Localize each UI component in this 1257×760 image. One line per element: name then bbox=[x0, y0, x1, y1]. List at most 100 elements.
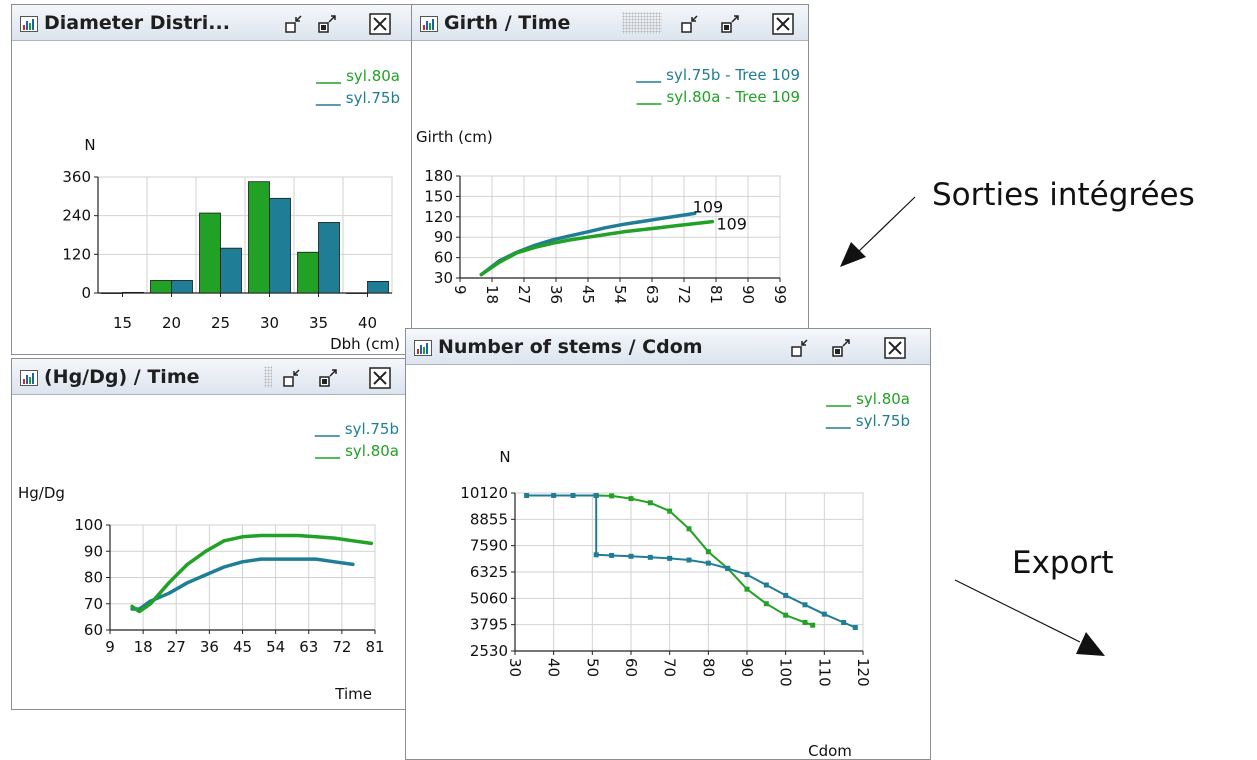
data-point bbox=[852, 624, 858, 630]
data-point bbox=[841, 619, 847, 625]
y-axis-label: Hg/Dg bbox=[18, 484, 65, 502]
hgdg-chart: syl.75b syl.80a Hg/Dg 60 70 80 90 100 9 18 27 36 45 5… bbox=[18, 420, 399, 703]
drag-grip[interactable] bbox=[622, 12, 662, 34]
close-icon[interactable] bbox=[369, 367, 391, 389]
x-axis-label: Cdom bbox=[808, 742, 852, 760]
drag-grip[interactable] bbox=[264, 366, 272, 388]
data-point bbox=[609, 493, 615, 499]
y-tick-label: 30 bbox=[434, 269, 453, 287]
data-point bbox=[647, 500, 653, 506]
data-point bbox=[802, 602, 808, 608]
y-tick-label: 60 bbox=[84, 621, 103, 639]
data-point bbox=[810, 622, 816, 628]
y-axis-label: N bbox=[84, 136, 95, 154]
x-tick-label: 81 bbox=[365, 638, 384, 656]
series-line bbox=[130, 533, 374, 614]
legend-label: syl.80a bbox=[345, 442, 399, 460]
bar bbox=[101, 292, 123, 294]
x-tick-label: 80 bbox=[699, 658, 717, 677]
y-tick-label: 180 bbox=[424, 167, 453, 185]
close-icon[interactable] bbox=[884, 337, 906, 359]
y-tick-label: 120 bbox=[424, 208, 453, 226]
bar bbox=[199, 212, 221, 294]
x-tick-label: 81 bbox=[707, 285, 725, 304]
data-point bbox=[667, 555, 673, 561]
series-end-label: 109 bbox=[693, 197, 724, 216]
diameter-window[interactable]: Diameter Distri... syl.80a syl.75b N 0 120 24… bbox=[11, 4, 412, 355]
y-tick-label: 5060 bbox=[470, 589, 508, 607]
data-point bbox=[763, 582, 769, 588]
data-point bbox=[593, 552, 599, 558]
x-tick-label: 20 bbox=[162, 314, 181, 332]
diameter-titlebar[interactable]: Diameter Distri... bbox=[12, 5, 411, 41]
x-tick-label: 18 bbox=[134, 638, 153, 656]
x-tick-label: 63 bbox=[299, 638, 318, 656]
x-tick-label: 27 bbox=[167, 638, 186, 656]
y-tick-label: 0 bbox=[81, 284, 91, 302]
bar bbox=[171, 280, 193, 294]
y-tick-label: 3795 bbox=[470, 616, 508, 634]
bar bbox=[150, 280, 172, 294]
data-point bbox=[763, 601, 769, 607]
minimize-icon[interactable] bbox=[790, 337, 812, 359]
legend-label: syl.75b bbox=[346, 89, 400, 107]
hgdg-titlebar[interactable]: (Hg/Dg) / Time bbox=[12, 359, 406, 395]
y-tick-label: 150 bbox=[424, 187, 453, 205]
bar bbox=[248, 181, 270, 294]
minimize-icon[interactable] bbox=[282, 367, 304, 389]
data-point bbox=[686, 526, 692, 532]
x-tick-label: 35 bbox=[309, 314, 328, 332]
close-icon[interactable] bbox=[772, 13, 794, 35]
x-tick-label: 40 bbox=[545, 658, 563, 677]
x-tick-label: 72 bbox=[675, 285, 693, 304]
y-tick-label: 80 bbox=[84, 569, 103, 587]
data-point bbox=[783, 612, 789, 618]
y-tick-label: 240 bbox=[62, 207, 91, 225]
y-axis-label: Girth (cm) bbox=[416, 128, 493, 146]
y-tick-label: 10120 bbox=[460, 484, 508, 502]
data-point bbox=[744, 586, 750, 592]
x-tick-label: 9 bbox=[451, 285, 469, 295]
legend-label: syl.75b bbox=[345, 420, 399, 438]
arrow-to-export bbox=[954, 579, 1105, 656]
x-tick-label: 72 bbox=[332, 638, 351, 656]
data-point bbox=[524, 492, 530, 498]
bar bbox=[297, 251, 319, 294]
x-tick-label: 60 bbox=[622, 658, 640, 677]
y-tick-label: 100 bbox=[74, 516, 103, 534]
y-tick-label: 8855 bbox=[470, 510, 508, 528]
bar bbox=[367, 280, 389, 294]
minimize-icon[interactable] bbox=[284, 13, 306, 35]
window-title: (Hg/Dg) / Time bbox=[44, 366, 200, 388]
maximize-icon[interactable] bbox=[720, 13, 742, 35]
hgdg-window[interactable]: (Hg/Dg) / Time syl.75b syl.80a Hg/Dg 60 70 80… bbox=[11, 358, 407, 710]
chart-icon bbox=[20, 370, 38, 386]
x-tick-label: 27 bbox=[515, 285, 533, 304]
x-tick-label: 30 bbox=[260, 314, 279, 332]
maximize-icon[interactable] bbox=[318, 367, 340, 389]
close-icon[interactable] bbox=[369, 13, 391, 35]
y-tick-label: 7590 bbox=[470, 537, 508, 555]
x-tick-label: 54 bbox=[611, 285, 629, 304]
x-tick-label: 40 bbox=[358, 314, 377, 332]
window-title: Girth / Time bbox=[444, 12, 571, 34]
integrated-outputs-annotation: Sorties intégrées bbox=[932, 177, 1195, 213]
maximize-icon[interactable] bbox=[317, 13, 339, 35]
bar bbox=[122, 291, 144, 294]
girth-window[interactable]: Girth / Time syl.75b - Tree 109 syl.80a -… bbox=[411, 4, 809, 329]
y-tick-label: 90 bbox=[84, 542, 103, 560]
data-point bbox=[705, 549, 711, 555]
arrow-to-windows bbox=[840, 196, 916, 267]
stems-titlebar[interactable]: Number of stems / Cdom bbox=[406, 329, 930, 365]
bar bbox=[269, 197, 291, 294]
minimize-icon[interactable] bbox=[680, 13, 702, 35]
maximize-icon[interactable] bbox=[831, 337, 853, 359]
x-tick-label: 70 bbox=[661, 658, 679, 677]
data-point bbox=[647, 554, 653, 560]
x-axis-label: Time bbox=[334, 685, 372, 703]
girth-titlebar[interactable]: Girth / Time bbox=[412, 5, 808, 41]
x-tick-label: 63 bbox=[643, 285, 661, 304]
stems-window[interactable]: Number of stems / Cdom syl.80a syl.75b N 25… bbox=[405, 328, 931, 760]
data-point bbox=[628, 496, 634, 502]
data-point bbox=[628, 553, 634, 559]
